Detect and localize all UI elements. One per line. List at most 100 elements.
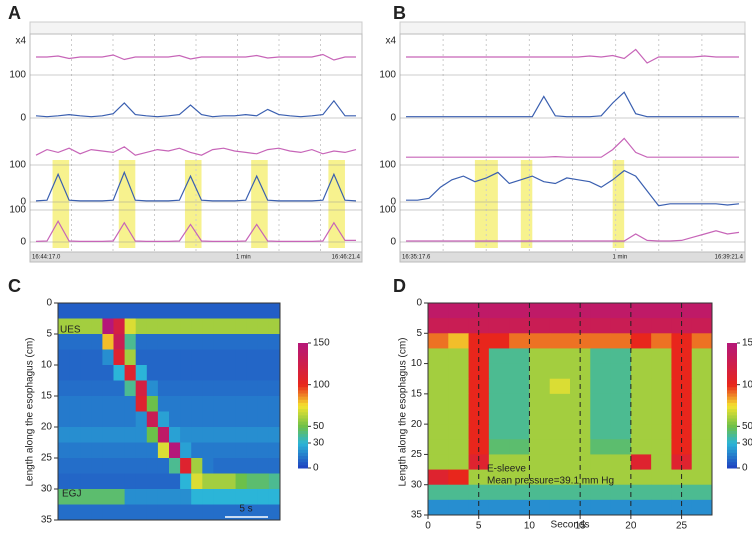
heat-cell [180,411,192,428]
heat-cell [671,363,693,380]
colorbar-cell [298,377,308,381]
heat-cell [590,333,612,349]
heat-cell [146,504,159,521]
heat-cell [509,484,530,501]
heat-cell [509,469,530,486]
heat-cell [169,380,181,397]
heat-cell [468,454,490,471]
heat-cell [102,442,114,459]
heat-cell [570,409,591,425]
heat-cell [549,484,571,501]
heat-cell [180,504,192,521]
heat-cell [124,504,137,521]
colorbar-cell [298,433,308,438]
heat-cell [691,439,713,455]
heat-cell [91,380,103,397]
heat-cell [590,499,612,516]
heat-cell [157,380,170,397]
colorbar-cell [727,358,737,363]
heat-cell [146,458,159,474]
header [29,21,363,35]
heat-cell [69,334,81,350]
heat-cell [202,334,214,350]
highlight [251,160,268,248]
heat-cell [58,380,70,397]
heat-cell [202,473,214,490]
heat-cell [488,363,510,380]
colorbar-cell [727,402,737,406]
heat-cell [488,484,510,501]
y-tick-label: 5 [46,329,52,340]
colorbar-label: 50 [313,421,325,432]
heat-cell [169,442,181,459]
y-tick-label: 0 [20,113,26,124]
heat-cell [224,396,237,412]
heat-cell [509,378,530,395]
x-tick-label: 5 [476,521,482,532]
colorbar-cell [727,343,737,347]
heat-cell [124,380,137,397]
colorbar-cell [727,411,737,416]
colorbar-cell [298,418,308,422]
heat-cell [268,303,281,319]
x-tick-label: 10 [524,521,536,532]
heat-cell [80,303,92,319]
heat-cell [102,380,114,397]
heat-cell [202,489,214,505]
heat-cell [58,473,70,490]
heat-cell [69,473,81,490]
heat-cell [224,504,237,521]
heat-cell [428,393,449,410]
heat-cell [169,396,181,412]
heat-cell [180,442,192,459]
colorbar-cell [727,461,737,466]
heat-cell [671,409,693,425]
heat-cell [691,348,713,365]
heat-cell [246,396,259,412]
colorbar-cell [298,411,308,416]
heat-cell [235,504,248,521]
heat-cell [135,473,148,490]
heat-cell [146,334,159,350]
plot-frame [57,302,281,521]
heat-cell [102,349,114,366]
heat-cell [448,318,470,334]
heat-cell [169,411,181,428]
heat-cell [428,424,449,440]
colorbar-cell [727,368,737,372]
heat-cell [509,348,530,365]
heat-cell [630,378,652,395]
heat-cell [91,303,103,319]
heat-cell [257,334,270,350]
heat-cell [180,349,192,366]
heat-cell [146,489,159,505]
heat-cell [80,442,92,459]
heat-cell [590,439,612,455]
heat-cell [246,442,259,459]
heat-cell [488,318,510,334]
colorbar-cell [298,455,308,460]
heat-cell [610,333,632,349]
heat-cell [157,504,170,521]
heat-cell [630,484,652,501]
annotation: 5 s [239,504,252,515]
highlight [118,160,136,248]
heat-cell [180,396,192,412]
heat-cell [630,363,652,380]
heat-cell [651,363,672,380]
heat-cell [468,363,490,380]
heat-cell [58,349,70,366]
colorbar-cell [298,389,308,394]
colorbar-cell [727,427,737,431]
heat-cell [69,458,81,474]
heat-cell [213,473,225,490]
trace [406,230,740,242]
heat-cell [610,454,632,471]
heat-cell [58,396,70,412]
heat-cell [224,349,237,366]
heat-cell [213,396,225,412]
heat-cell [146,396,159,412]
y-tick-label: 100 [379,70,396,81]
heat-cell [428,363,449,380]
